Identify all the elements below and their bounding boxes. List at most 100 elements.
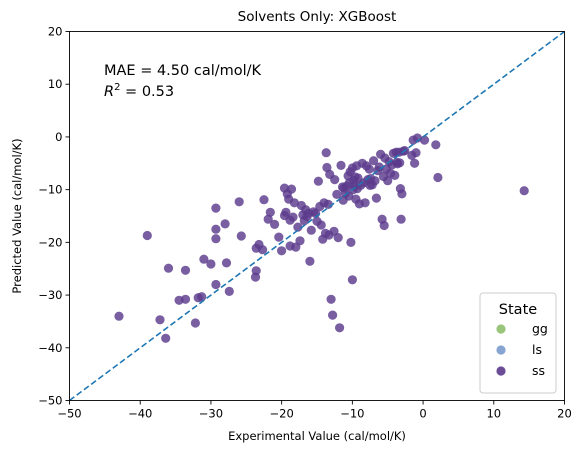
data-point — [265, 207, 275, 217]
x-tick-label: 20 — [557, 407, 572, 421]
legend-label-ss: ss — [532, 363, 545, 378]
legend-marker-ss — [496, 366, 506, 376]
data-point — [330, 175, 340, 185]
data-point — [364, 164, 374, 174]
y-tick-label: 0 — [55, 130, 62, 144]
plot-frame — [69, 31, 565, 401]
data-point — [336, 160, 346, 170]
data-point — [335, 323, 345, 333]
data-point — [333, 233, 343, 243]
data-point — [346, 237, 356, 247]
data-point — [211, 234, 221, 244]
data-point — [431, 140, 441, 150]
identity-line — [69, 30, 565, 402]
data-point — [263, 214, 273, 224]
y-tick-label: 20 — [48, 25, 63, 39]
data-point — [289, 198, 299, 208]
data-point — [369, 156, 379, 166]
x-tick-label: 0 — [419, 407, 426, 421]
data-point — [374, 162, 384, 172]
data-point — [370, 176, 380, 186]
data-point — [211, 279, 221, 290]
data-point — [259, 195, 269, 205]
data-point — [161, 333, 171, 343]
data-point — [221, 258, 232, 268]
data-point — [433, 172, 443, 183]
data-point — [326, 294, 336, 304]
reference-line-layer — [69, 30, 565, 402]
data-point — [410, 158, 420, 168]
data-point — [270, 219, 280, 229]
data-point — [419, 135, 430, 145]
data-point — [180, 294, 191, 304]
data-point — [155, 315, 165, 325]
legend-entries: gg ls ss — [496, 321, 548, 378]
data-point — [251, 266, 261, 276]
data-point — [397, 189, 407, 199]
data-point — [295, 236, 305, 246]
data-point — [379, 220, 389, 231]
r2-symbol: R — [104, 84, 114, 100]
data-point — [199, 254, 209, 264]
data-point — [322, 162, 332, 173]
x-tick-label: −30 — [199, 407, 223, 421]
points-layer — [114, 133, 529, 343]
data-point — [220, 219, 230, 229]
data-point — [360, 198, 370, 208]
data-point — [313, 176, 323, 186]
y-tick-label: −10 — [38, 183, 62, 197]
y-tick-label: −40 — [38, 341, 62, 355]
data-point — [274, 232, 284, 242]
data-point — [190, 318, 200, 328]
data-point — [316, 220, 326, 230]
mae-annotation: MAE = 4.50 cal/mol/K — [104, 63, 262, 79]
legend-title: State — [499, 302, 537, 318]
r2-value: = 0.53 — [120, 84, 174, 100]
x-tick-label: −10 — [340, 407, 364, 421]
data-point — [211, 224, 221, 234]
chart-title: Solvents Only: XGBoost — [238, 9, 397, 25]
x-tick-label: −20 — [270, 407, 294, 421]
data-point — [180, 265, 191, 275]
data-point — [332, 189, 342, 199]
y-tick-label: −20 — [38, 235, 62, 249]
x-axis-label: Experimental Value (cal/mol/K) — [228, 429, 406, 443]
data-point — [286, 184, 297, 194]
y-tick-label: −30 — [38, 288, 62, 302]
y-axis-label: Predicted Value (cal/mol/K) — [10, 138, 24, 293]
y-ticks: −50 −40 −30 −20 −10 0 10 20 — [38, 25, 70, 408]
data-point — [347, 275, 357, 285]
data-point — [396, 214, 406, 224]
y-tick-label: −50 — [38, 394, 62, 408]
data-point — [163, 263, 174, 273]
data-point — [305, 256, 315, 266]
data-point — [206, 259, 216, 269]
x-tick-label: −40 — [128, 407, 152, 421]
data-point — [277, 246, 287, 256]
legend: State gg ls ss — [479, 292, 557, 394]
data-point — [234, 197, 244, 207]
data-point — [224, 286, 234, 296]
legend-label-ls: ls — [532, 342, 542, 357]
x-tick-label: 10 — [486, 407, 501, 421]
data-point — [390, 170, 400, 180]
data-point — [281, 207, 291, 217]
r2-annotation: R2 = 0.53 — [104, 82, 174, 100]
data-point — [142, 230, 152, 241]
data-point — [328, 310, 338, 320]
y-tick-label: 10 — [48, 77, 63, 91]
x-tick-label: −50 — [57, 407, 81, 421]
data-point — [258, 245, 268, 255]
data-point — [321, 148, 331, 158]
data-point — [411, 148, 421, 158]
data-point — [395, 158, 405, 168]
data-point — [293, 222, 303, 232]
data-point — [519, 186, 529, 196]
x-ticks: −50 −40 −30 −20 −10 0 10 20 — [57, 400, 572, 421]
data-point — [197, 292, 207, 302]
data-point — [371, 193, 381, 203]
legend-marker-ls — [496, 345, 506, 355]
data-point — [114, 311, 124, 321]
data-point — [211, 203, 221, 213]
